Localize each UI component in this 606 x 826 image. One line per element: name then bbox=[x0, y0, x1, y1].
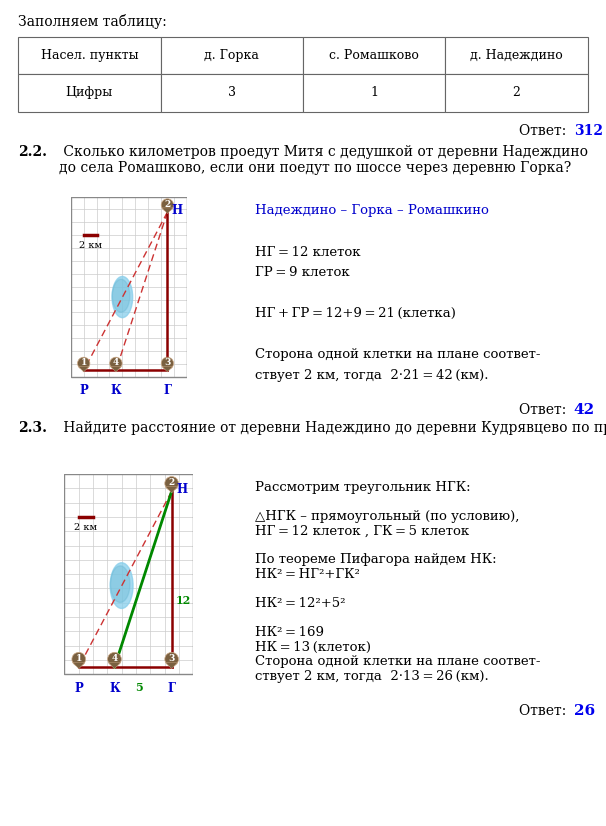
Text: Найдите расстояние от деревни Надеждино до деревни Кудрявцево по прямой. Ответ д: Найдите расстояние от деревни Надеждино … bbox=[59, 421, 606, 435]
Text: 1: 1 bbox=[81, 358, 87, 368]
Text: По теореме Пифагора найдем НК:: По теореме Пифагора найдем НК: bbox=[255, 553, 497, 567]
Text: НГ = 12 клеток: НГ = 12 клеток bbox=[255, 245, 361, 259]
Polygon shape bbox=[73, 662, 85, 669]
Text: НК² = 12²+5²: НК² = 12²+5² bbox=[255, 597, 346, 610]
Polygon shape bbox=[110, 367, 121, 372]
Text: 312: 312 bbox=[573, 125, 602, 138]
Text: НГ = 12 клеток , ГК = 5 клеток: НГ = 12 клеток , ГК = 5 клеток bbox=[255, 525, 470, 537]
Text: 3: 3 bbox=[164, 358, 171, 368]
Text: Р: Р bbox=[79, 384, 88, 397]
Text: 5: 5 bbox=[135, 682, 142, 693]
Text: НК² = 169: НК² = 169 bbox=[255, 626, 324, 639]
Text: Н: Н bbox=[177, 482, 188, 496]
Text: 2: 2 bbox=[164, 200, 170, 209]
Ellipse shape bbox=[112, 277, 133, 318]
Text: Г: Г bbox=[164, 384, 171, 397]
Polygon shape bbox=[165, 662, 178, 669]
Circle shape bbox=[78, 357, 90, 369]
Text: 2 км: 2 км bbox=[75, 524, 98, 533]
Text: Н: Н bbox=[172, 204, 183, 216]
Text: НГ + ГР = 12+9 = 21 (клетка): НГ + ГР = 12+9 = 21 (клетка) bbox=[255, 307, 456, 320]
Text: 4: 4 bbox=[112, 654, 118, 663]
Text: Р: Р bbox=[75, 682, 83, 695]
Text: Рассмотрим треугольник НГК:: Рассмотрим треугольник НГК: bbox=[255, 481, 471, 494]
Text: 2 км: 2 км bbox=[79, 241, 102, 250]
Text: К: К bbox=[110, 384, 121, 397]
Circle shape bbox=[108, 653, 121, 666]
Text: △НГК – прямоугольный (по условию),: △НГК – прямоугольный (по условию), bbox=[255, 510, 520, 523]
Text: 1: 1 bbox=[76, 654, 82, 663]
Text: Заполняем таблицу:: Заполняем таблицу: bbox=[18, 14, 167, 29]
Text: ГР = 9 клеток: ГР = 9 клеток bbox=[255, 266, 350, 279]
Ellipse shape bbox=[110, 566, 130, 602]
Text: 2.3.: 2.3. bbox=[18, 421, 47, 435]
Ellipse shape bbox=[112, 279, 130, 312]
Text: Ответ:: Ответ: bbox=[519, 403, 571, 416]
Polygon shape bbox=[78, 367, 89, 372]
Text: ствует 2 км, тогда  2·13 = 26 (км).: ствует 2 км, тогда 2·13 = 26 (км). bbox=[255, 670, 489, 683]
Text: 42: 42 bbox=[573, 403, 594, 416]
Text: НК = 13 (клеток): НК = 13 (клеток) bbox=[255, 641, 371, 653]
Text: Надеждино – Горка – Ромашкино: Надеждино – Горка – Ромашкино bbox=[255, 204, 489, 217]
Text: ствует 2 км, тогда  2·21 = 42 (км).: ствует 2 км, тогда 2·21 = 42 (км). bbox=[255, 369, 489, 382]
Text: Сторона одной клетки на плане соответ-: Сторона одной клетки на плане соответ- bbox=[255, 349, 541, 361]
Text: 26: 26 bbox=[573, 705, 594, 718]
Text: Сколько километров проедут Митя с дедушкой от деревни Надеждино до села Ромашков: Сколько километров проедут Митя с дедушк… bbox=[59, 145, 588, 175]
Circle shape bbox=[72, 653, 85, 666]
Polygon shape bbox=[165, 487, 178, 493]
Circle shape bbox=[110, 357, 122, 369]
Text: 2: 2 bbox=[168, 478, 175, 487]
Circle shape bbox=[161, 199, 173, 211]
Text: К: К bbox=[109, 682, 120, 695]
Text: Ответ:: Ответ: bbox=[519, 705, 571, 718]
Text: НК² = НГ²+ГК²: НК² = НГ²+ГК² bbox=[255, 568, 360, 581]
Text: Ответ:: Ответ: bbox=[519, 125, 571, 138]
Text: Сторона одной клетки на плане соответ-: Сторона одной клетки на плане соответ- bbox=[255, 655, 541, 668]
Polygon shape bbox=[162, 367, 173, 372]
Text: 3: 3 bbox=[168, 654, 175, 663]
Text: 4: 4 bbox=[113, 358, 119, 368]
Ellipse shape bbox=[110, 563, 133, 609]
Circle shape bbox=[165, 653, 179, 666]
Circle shape bbox=[165, 477, 179, 491]
Text: Г: Г bbox=[168, 682, 176, 695]
Polygon shape bbox=[108, 662, 121, 669]
Polygon shape bbox=[162, 208, 173, 214]
Text: 12: 12 bbox=[175, 595, 190, 606]
Circle shape bbox=[161, 357, 173, 369]
Text: 2.2.: 2.2. bbox=[18, 145, 47, 159]
